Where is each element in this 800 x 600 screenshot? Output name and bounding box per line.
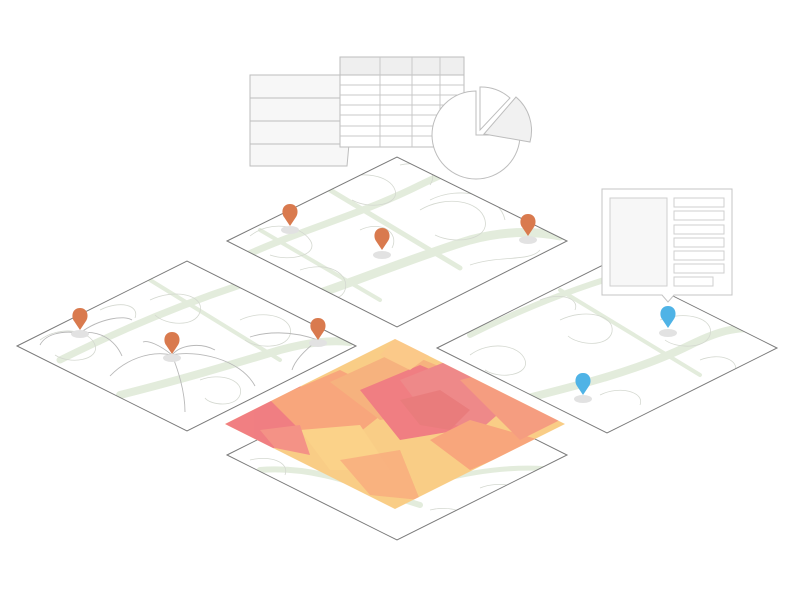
contour-lines [469,296,737,406]
heatmap-layer [225,339,565,509]
contour-lines [249,163,541,300]
info-panel-icon [601,188,733,303]
map-pins [71,308,327,362]
map-pins [281,204,537,259]
map-pins [574,306,677,403]
folded-map-icon [249,74,350,167]
data-icons-group [249,56,533,180]
pie-chart-icon [431,86,533,180]
top-map-tile [225,156,569,328]
contour-lines [39,293,317,405]
